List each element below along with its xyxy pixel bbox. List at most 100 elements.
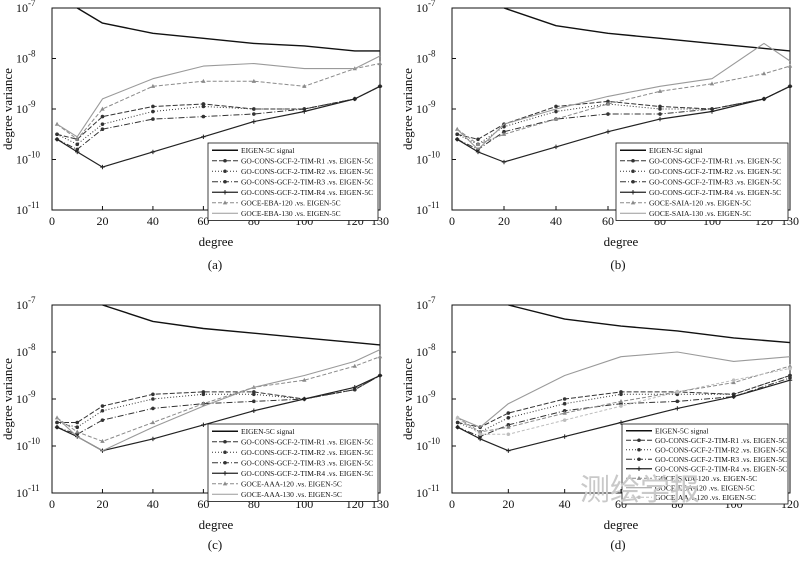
panel-a-legend-item-2: GO-CONS-GCF-2-TIM-R2 .vs. EIGEN-5C [241, 167, 373, 176]
panel-b: 0 20 40 60 80 100 120 13010-1110-1010-910-810-7… [400, 0, 799, 272]
panel-c: 0 20 40 60 80 100 120 13010-1110-1010-910-810-7… [0, 295, 389, 552]
panel-a-x-tick-label-3: 60 [197, 214, 209, 228]
panel-c-series-go-cons-gcf-2-tim-r4-vs-eigen-5c-point-4 [201, 422, 206, 428]
panel-b-y-tick-label-4: 10-7 [416, 0, 436, 15]
panel-c-y-tick-label-3: 10-8 [16, 342, 36, 359]
panel-b-legend-item-1: GO-CONS-GCF-2-TIM-R1 .vs. EIGEN-5C [649, 156, 781, 165]
panel-c-series-go-cons-gcf-2-tim-r4-vs-eigen-5c-point-7 [352, 385, 357, 390]
panel-c-series-go-cons-gcf-2-tim-r4-vs-eigen-5c-point-0 [54, 425, 60, 430]
panel-d-series-go-cons-gcf-2-tim-r1-vs-eigen-5c-point-3 [562, 397, 567, 401]
panel-b-series-go-cons-gcf-2-tim-r4-vs-eigen-5c-point-5 [657, 116, 663, 122]
panel-d-legend-item-7: GOCE-AAA-120 .vs. EIGEN-5C [655, 493, 756, 502]
panel-a-series-goce-eba-120-vs-eigen-5c-point-6 [302, 83, 307, 88]
panel-b-series-goce-saia-120-vs-eigen-5c-point-4 [605, 101, 611, 106]
panel-b-series-go-cons-gcf-2-tim-r1-vs-eigen-5c-point-3 [554, 104, 558, 109]
panel-d: 02040608010012010-1110-1010-910-810-7deg… [400, 295, 799, 552]
panel-b-series-go-cons-gcf-2-tim-r4-vs-eigen-5c-point-8 [787, 84, 793, 89]
panel-b-series-goce-saia-120-vs-eigen-5c-point-7 [761, 71, 767, 76]
panel-c-series-go-cons-gcf-2-tim-r2-vs-eigen-5c-point-5 [252, 392, 256, 397]
panel-a-series-go-cons-gcf-2-tim-r3-vs-eigen-5c-point-5 [252, 112, 256, 116]
panel-a-series-go-cons-gcf-2-tim-r3-vs-eigen-5c-point-1 [75, 147, 80, 152]
panel-b-series-go-cons-gcf-2-tim-r1-vs-eigen-5c-point-5 [658, 104, 662, 109]
panel-a-series-go-cons-gcf-2-tim-r4-vs-eigen-5c-point-8 [377, 84, 383, 89]
panel-b-series-go-cons-gcf-2-tim-r2-vs-eigen-5c-point-0 [455, 132, 460, 137]
panel-a-legend-marker-3 [223, 179, 227, 184]
panel-d-series-goce-aaa-120-vs-eigen-5c-line [457, 367, 791, 435]
panel-c-series-go-cons-gcf-2-tim-r2-vs-eigen-5c-point-4 [201, 392, 206, 397]
panel-d-series-goce-saia-120-vs-eigen-5c-point-1 [477, 429, 483, 434]
panel-d-x-tick-label-1: 20 [502, 497, 514, 511]
panel-d-legend-marker-3 [637, 457, 641, 462]
panel-c-y-tick-label-1: 10-10 [16, 436, 40, 453]
panel-d-series-eigen-5c-signal-line [508, 304, 791, 344]
panel-c-legend-item-0: EIGEN-5C signal [241, 427, 295, 436]
panel-d-series-goce-saia-120-vs-eigen-5c-line [457, 365, 791, 433]
panel-a-series-goce-eba-120-vs-eigen-5c-point-3 [150, 83, 156, 88]
panel-b-series-go-cons-gcf-2-tim-r3-vs-eigen-5c-line [456, 85, 791, 150]
panel-d-series-goce-aaa-120-vs-eigen-5c-point-3 [562, 418, 567, 422]
panel-a-series-go-cons-gcf-2-tim-r1-vs-eigen-5c-point-4 [201, 102, 206, 106]
panel-d-x-tick-label-0: 0 [449, 497, 455, 511]
panel-d-legend-item-5: GOCE-SAIA-120 .vs. EIGEN-5C [655, 474, 757, 483]
panel-c-x-tick-label-2: 40 [147, 497, 159, 511]
panel-a-caption: (a) [208, 257, 222, 272]
panel-d-series-go-cons-gcf-2-tim-r4-vs-eigen-5c-point-6 [731, 394, 736, 399]
panel-c-legend-item-2: GO-CONS-GCF-2-TIM-R2 .vs. EIGEN-5C [241, 448, 373, 457]
panel-d-legend-item-1: GO-CONS-GCF-2-TIM-R1 .vs. EIGEN-5C [655, 436, 787, 445]
panel-c-legend-marker-2 [223, 450, 227, 455]
panel-c-caption: (c) [208, 537, 222, 552]
panel-c-series-go-cons-gcf-2-tim-r1-vs-eigen-5c-point-2 [100, 404, 105, 408]
panel-a-x-tick-label-0: 0 [49, 214, 55, 228]
panel-d-series-goce-saia-120-vs-eigen-5c-point-2 [506, 424, 511, 429]
panel-a-series-go-cons-gcf-2-tim-r4-vs-eigen-5c-point-6 [302, 109, 307, 114]
panel-b-legend-marker-3 [631, 179, 635, 184]
panel-d-series-goce-aaa-120-vs-eigen-5c-point-4 [619, 404, 623, 408]
panel-b-series-go-cons-gcf-2-tim-r4-vs-eigen-5c-point-1 [475, 149, 481, 155]
panel-a-series-goce-eba-120-vs-eigen-5c-point-4 [201, 78, 206, 83]
panel-b-x-tick-label-2: 40 [550, 214, 562, 228]
panel-b-legend-marker-2 [631, 169, 635, 174]
panel-d-series-go-cons-gcf-2-tim-r4-vs-eigen-5c-point-5 [675, 406, 680, 411]
panel-a-y-tick-label-2: 10-9 [16, 99, 36, 116]
panel-d-series-go-cons-gcf-2-tim-r4-vs-eigen-5c-point-2 [506, 448, 511, 453]
panel-b-y-axis-label: degree variance [400, 68, 415, 150]
watermark: 测绘学报 [580, 473, 700, 508]
panel-a-x-tick-label-2: 40 [147, 214, 159, 228]
panel-d-legend-item-6: GOCE-EBA-120 .vs. EIGEN-5C [655, 483, 755, 492]
panel-a-series-go-cons-gcf-2-tim-r4-vs-eigen-5c-point-3 [150, 149, 156, 155]
panel-a-series-go-cons-gcf-2-tim-r2-vs-eigen-5c-point-5 [252, 107, 256, 111]
panel-d-series-goce-aaa-120-vs-eigen-5c-point-2 [506, 432, 511, 437]
panel-d-series-go-cons-gcf-2-tim-r4-vs-eigen-5c-point-3 [562, 434, 567, 439]
panel-a-legend-item-6: GOCE-EBA-130 .vs. EIGEN-5C [241, 209, 341, 218]
panel-a-legend-marker-4 [222, 190, 228, 195]
panel-c-legend-marker-4 [222, 471, 228, 476]
panel-a-series-go-cons-gcf-2-tim-r4-vs-eigen-5c-point-7 [352, 96, 357, 102]
panel-b-legend-marker-1 [631, 158, 635, 163]
panel-d-series-goce-aaa-120-vs-eigen-5c-point-6 [731, 378, 736, 383]
panel-a-legend-marker-2 [223, 169, 227, 174]
panel-a-series-go-cons-gcf-2-tim-r4-vs-eigen-5c-point-1 [75, 149, 80, 155]
panel-d-series-go-cons-gcf-2-tim-r3-vs-eigen-5c-point-5 [675, 399, 680, 404]
panel-a-legend-item-1: GO-CONS-GCF-2-TIM-R1 .vs. EIGEN-5C [241, 156, 373, 165]
panel-d-y-tick-label-2: 10-9 [416, 389, 436, 406]
panel-a-series-goce-eba-120-vs-eigen-5c-line [56, 63, 381, 140]
panel-b-series-go-cons-gcf-2-tim-r4-vs-eigen-5c-point-6 [709, 109, 715, 114]
panel-c-series-go-cons-gcf-2-tim-r2-vs-eigen-5c-point-1 [75, 425, 80, 430]
panel-d-series-go-cons-gcf-2-tim-r4-vs-eigen-5c-point-4 [618, 420, 624, 425]
panel-c-legend-item-4: GO-CONS-GCF-2-TIM-R4 .vs. EIGEN-5C [241, 469, 373, 478]
panel-a-series-go-cons-gcf-2-tim-r4-vs-eigen-5c-point-2 [100, 164, 105, 170]
panel-b-series-go-cons-gcf-2-tim-r4-vs-eigen-5c-point-0 [455, 137, 460, 142]
panel-a-legend-item-5: GOCE-EBA-120 .vs. EIGEN-5C [241, 198, 341, 207]
panel-c-series-goce-aaa-120-vs-eigen-5c-point-1 [75, 429, 80, 434]
panel-a-series-go-cons-gcf-2-tim-r3-vs-eigen-5c-point-4 [201, 114, 206, 119]
panel-b-series-go-cons-gcf-2-tim-r4-vs-eigen-5c-point-3 [553, 144, 559, 150]
panel-a-legend-item-0: EIGEN-5C signal [241, 146, 295, 155]
panel-d-legend-item-2: GO-CONS-GCF-2-TIM-R2 .vs. EIGEN-5C [655, 445, 787, 454]
panel-b-series-go-cons-gcf-2-tim-r2-vs-eigen-5c-point-5 [658, 107, 662, 111]
panel-c-series-go-cons-gcf-2-tim-r2-vs-eigen-5c-line [56, 375, 381, 428]
panel-a-legend-item-4: GO-CONS-GCF-2-TIM-R4 .vs. EIGEN-5C [241, 188, 373, 197]
panel-b-series-goce-saia-120-vs-eigen-5c-point-5 [657, 88, 663, 93]
panel-d-series-goce-saia-120-vs-eigen-5c-point-4 [618, 398, 624, 403]
panel-b-series-go-cons-gcf-2-tim-r2-vs-eigen-5c-line [456, 85, 791, 145]
panel-c-legend-item-1: GO-CONS-GCF-2-TIM-R1 .vs. EIGEN-5C [241, 437, 373, 446]
